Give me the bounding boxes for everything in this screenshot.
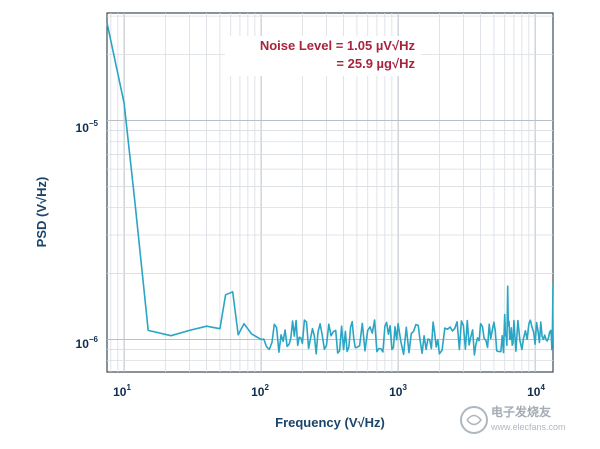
x-tick-label-10000: 104 [527, 383, 545, 399]
watermark-text: 电子发烧友 [491, 404, 551, 419]
y-tick-labels: 10−6 10−5 [76, 119, 99, 351]
x-axis-label: Frequency (V√Hz) [275, 415, 385, 430]
watermark: 电子发烧友 www.elecfans.com [460, 404, 566, 434]
watermark-logo-swirl-icon [466, 414, 483, 426]
x-tick-labels: 101 102 103 104 [113, 383, 545, 399]
watermark-url: www.elecfans.com [490, 422, 566, 432]
annotation-background [225, 36, 421, 76]
y-axis-label: PSD (V√Hz) [34, 177, 49, 248]
x-tick-label-1000: 103 [389, 383, 407, 399]
noise-level-annotation: Noise Level = 1.05 µV√Hz = 25.9 µg√Hz [225, 36, 421, 76]
annotation-line-2: = 25.9 µg√Hz [336, 56, 415, 71]
psd-series-line [106, 22, 554, 356]
x-tick-label-100: 102 [251, 383, 269, 399]
x-tick-label-10: 101 [113, 383, 131, 399]
annotation-line-1: Noise Level = 1.05 µV√Hz [260, 38, 416, 53]
y-tick-label-1e-6: 10−6 [76, 335, 99, 351]
watermark-logo-icon [460, 406, 488, 434]
y-tick-label-1e-5: 10−5 [76, 119, 99, 135]
